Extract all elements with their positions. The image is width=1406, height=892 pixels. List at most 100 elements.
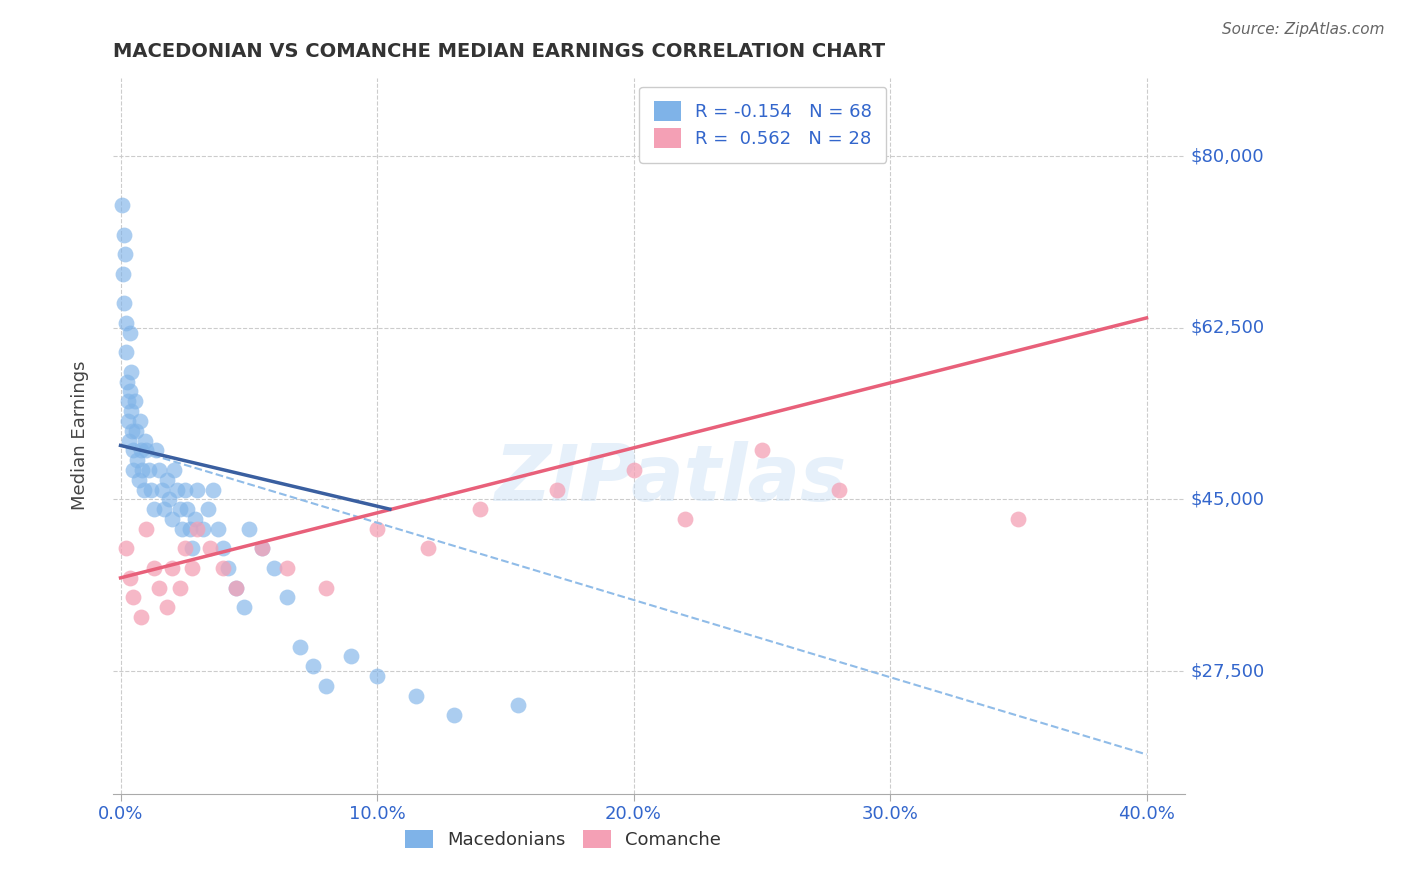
Point [238, 522, 260, 536]
Point [135, 443, 157, 458]
Point [623, 463, 645, 477]
Point [169, 502, 191, 516]
Point [276, 561, 298, 575]
Point [132, 483, 155, 497]
Y-axis label: Median Earnings: Median Earnings [72, 361, 89, 510]
Point [828, 483, 851, 497]
Legend: R = -0.154   N = 68, R =  0.562   N = 28: R = -0.154 N = 68, R = 0.562 N = 28 [640, 87, 887, 162]
Point [1007, 512, 1029, 526]
Point [250, 541, 273, 556]
Point [169, 581, 191, 595]
Point [142, 561, 165, 575]
Point [148, 463, 170, 477]
Point [129, 443, 152, 458]
Point [153, 502, 176, 516]
Point [114, 316, 136, 330]
Point [157, 492, 180, 507]
Point [148, 581, 170, 595]
Point [129, 610, 152, 624]
Point [225, 581, 247, 595]
Point [128, 414, 150, 428]
Point [200, 541, 222, 556]
Point [120, 404, 142, 418]
Point [156, 473, 179, 487]
Point [181, 541, 204, 556]
Point [114, 541, 136, 556]
Point [508, 698, 530, 713]
Point [112, 296, 135, 310]
Point [212, 561, 235, 575]
Text: MACEDONIAN VS COMANCHE MEDIAN EARNINGS CORRELATION CHART: MACEDONIAN VS COMANCHE MEDIAN EARNINGS C… [112, 42, 884, 61]
Point [673, 512, 696, 526]
Point [263, 561, 285, 575]
Text: $62,500: $62,500 [1189, 318, 1264, 337]
Point [121, 443, 143, 458]
Point [212, 541, 235, 556]
Point [125, 424, 148, 438]
Point [163, 463, 186, 477]
Point [142, 502, 165, 516]
Point [181, 561, 204, 575]
Point [115, 375, 138, 389]
Point [160, 561, 183, 575]
Point [232, 600, 254, 615]
Point [315, 679, 337, 693]
Point [145, 443, 167, 458]
Point [186, 483, 208, 497]
Point [166, 483, 188, 497]
Point [111, 198, 134, 212]
Point [122, 591, 145, 605]
Point [173, 483, 195, 497]
Point [121, 424, 143, 438]
Point [315, 581, 337, 595]
Text: ZIPatlas: ZIPatlas [495, 441, 846, 516]
Point [117, 414, 139, 428]
Point [288, 640, 311, 654]
Point [225, 581, 247, 595]
Point [124, 394, 146, 409]
Point [197, 502, 219, 516]
Point [546, 483, 568, 497]
Point [150, 483, 173, 497]
Text: $27,500: $27,500 [1189, 662, 1264, 680]
Point [173, 541, 195, 556]
Point [207, 522, 229, 536]
Point [250, 541, 273, 556]
Point [115, 345, 138, 359]
Point [172, 522, 194, 536]
Point [118, 384, 141, 399]
Point [127, 453, 149, 467]
Text: $45,000: $45,000 [1189, 491, 1264, 508]
Point [138, 463, 160, 477]
Point [443, 708, 465, 723]
Point [179, 522, 201, 536]
Point [468, 502, 491, 516]
Point [112, 227, 135, 242]
Point [111, 267, 134, 281]
Point [118, 571, 141, 585]
Point [128, 473, 150, 487]
Point [340, 649, 363, 664]
Point [201, 483, 224, 497]
Point [176, 502, 198, 516]
Point [302, 659, 325, 673]
Point [122, 463, 145, 477]
Point [366, 669, 388, 683]
Point [117, 394, 139, 409]
Point [114, 247, 136, 261]
Point [184, 512, 207, 526]
Point [120, 326, 142, 340]
Text: $80,000: $80,000 [1189, 147, 1264, 165]
Point [405, 689, 427, 703]
Point [131, 463, 153, 477]
Point [217, 561, 239, 575]
Text: Source: ZipAtlas.com: Source: ZipAtlas.com [1222, 22, 1385, 37]
Point [118, 434, 141, 448]
Point [418, 541, 440, 556]
Point [366, 522, 388, 536]
Point [134, 434, 156, 448]
Point [186, 522, 208, 536]
Point [160, 512, 183, 526]
Point [141, 483, 163, 497]
Point [191, 522, 214, 536]
